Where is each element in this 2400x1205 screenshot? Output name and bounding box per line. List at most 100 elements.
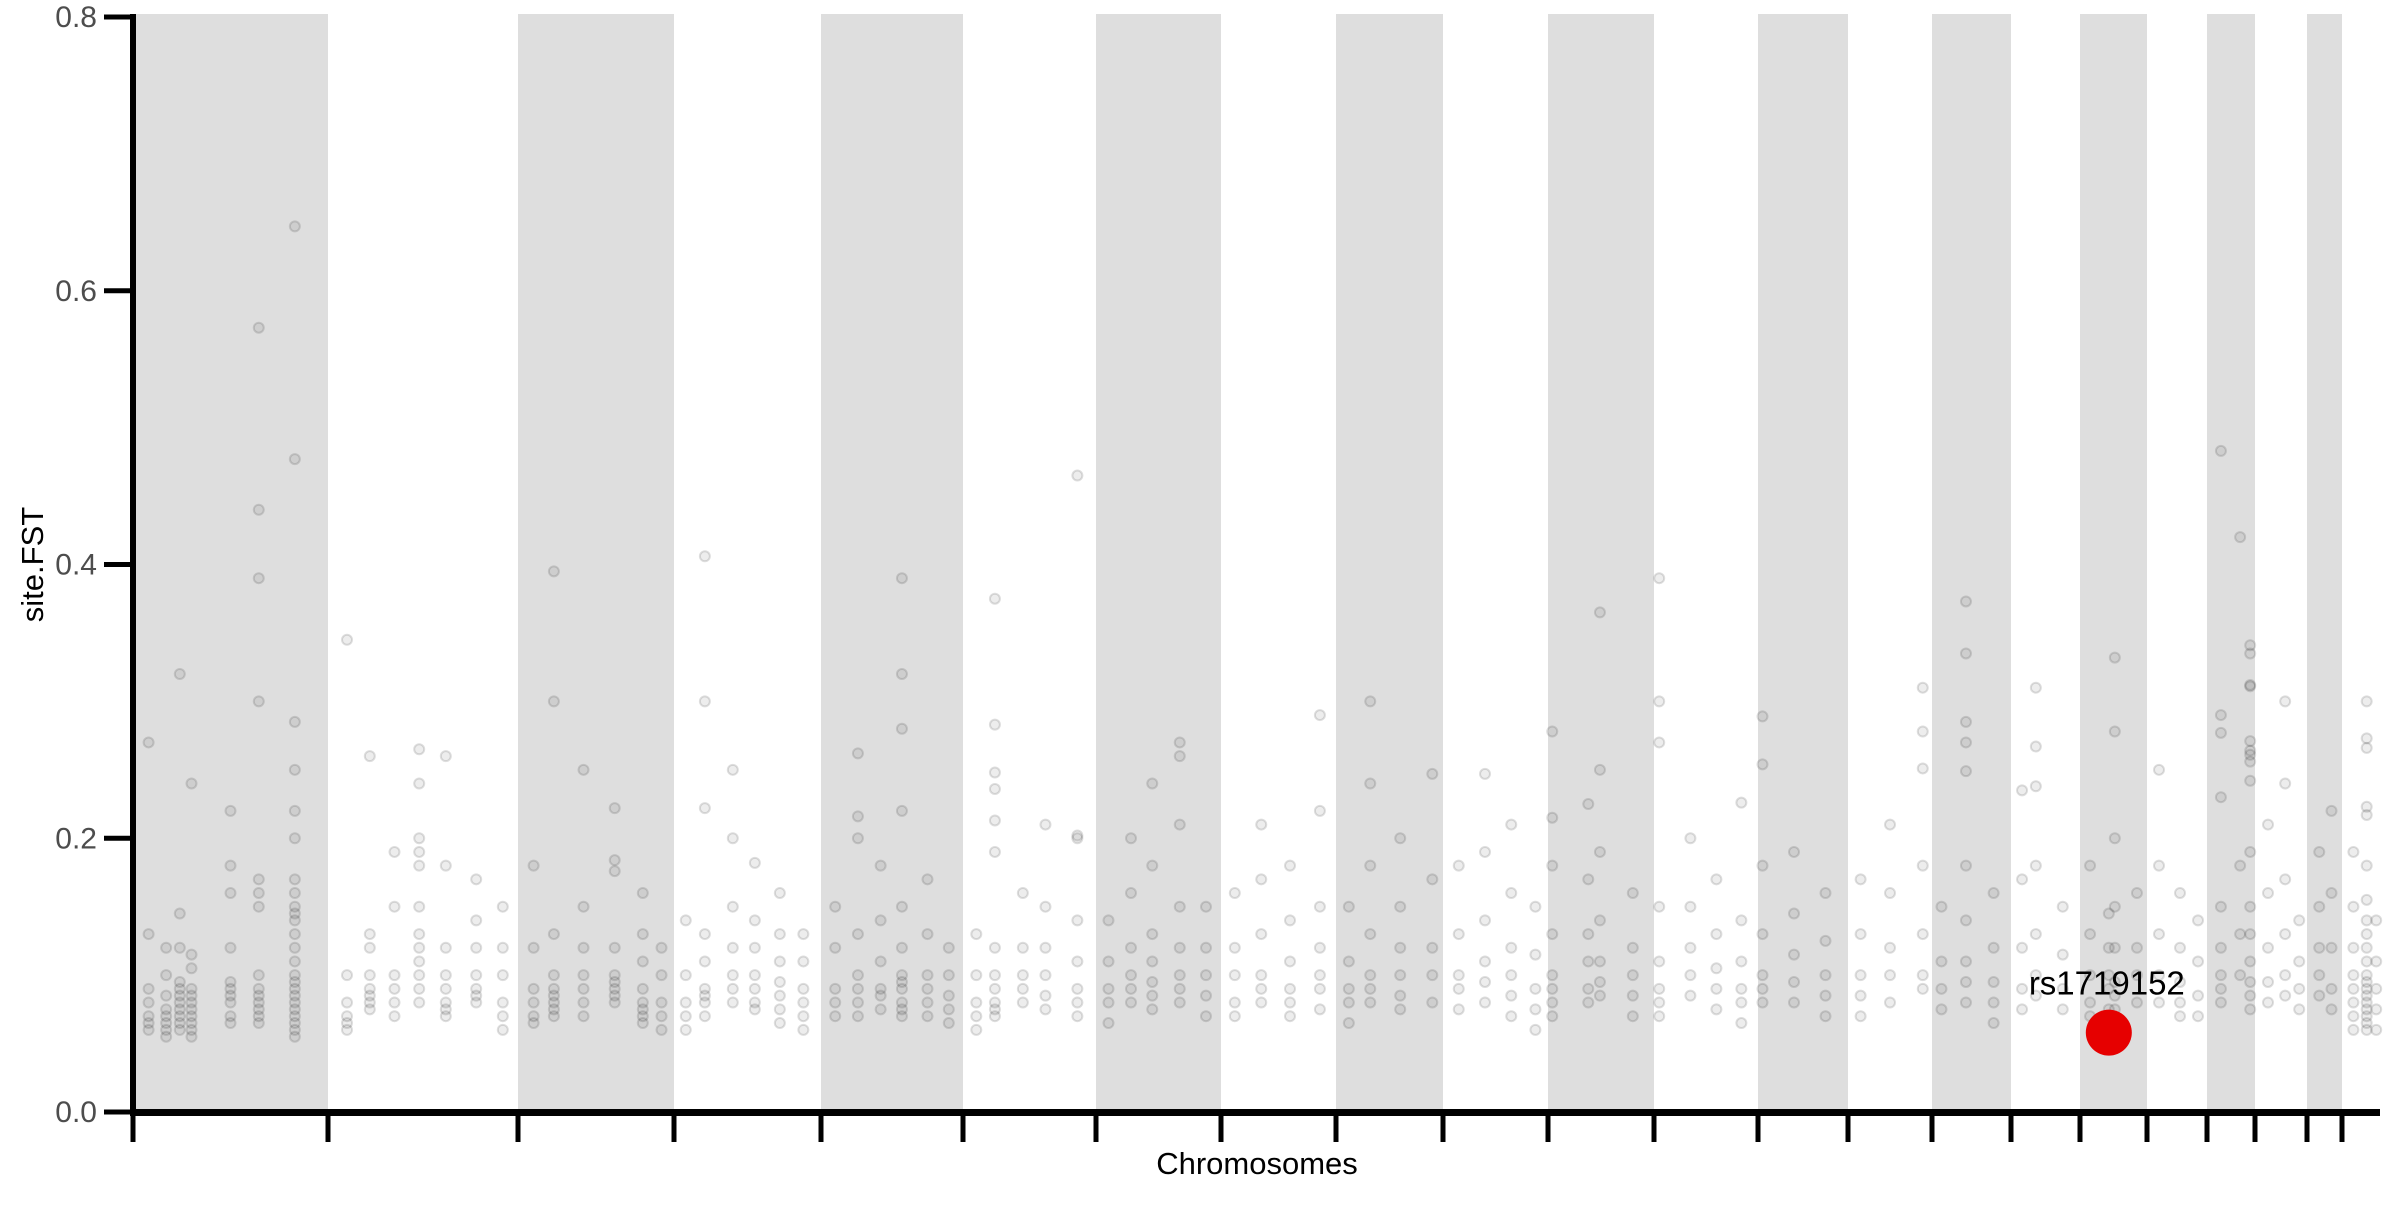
snp-point: [636, 1010, 649, 1023]
snp-point: [1479, 996, 1491, 1009]
snp-point: [2102, 969, 2115, 982]
snp-point: [874, 859, 887, 872]
snp-point: [1071, 469, 1084, 482]
snp-point: [829, 982, 842, 995]
snp-point: [1582, 873, 1595, 886]
snp-point: [1342, 996, 1355, 1009]
snp-point: [470, 989, 483, 1002]
snp-point: [363, 941, 376, 954]
snp-point: [388, 982, 401, 995]
snp-point: [1228, 1010, 1241, 1023]
snp-point: [1788, 845, 1800, 858]
snp-point: [547, 1010, 560, 1023]
snp-point: [2174, 1010, 2186, 1023]
snp-point: [921, 873, 934, 886]
snp-point: [1146, 777, 1159, 790]
x-tick-chr2: [325, 1116, 331, 1142]
snp-point: [1505, 989, 1518, 1002]
snp-point: [1788, 948, 1800, 961]
snp-point: [288, 996, 301, 1009]
snp-point: [1452, 982, 1465, 995]
snp-point: [341, 1023, 353, 1036]
snp-point: [173, 982, 186, 995]
x-tick-chr15: [1929, 1116, 1935, 1142]
snp-point: [895, 996, 908, 1009]
snp-point: [577, 1010, 590, 1023]
snp-point: [413, 928, 426, 941]
snp-point: [1593, 606, 1606, 619]
snp-point: [2214, 941, 2227, 954]
snp-point: [2244, 955, 2257, 968]
x-tick-chr9: [1333, 1116, 1339, 1142]
snp-point: [2084, 996, 2097, 1009]
snp-point: [921, 996, 934, 1009]
snp-annotation-label: rs1719152: [2029, 965, 2185, 1002]
snp-point: [895, 572, 908, 585]
snp-point: [851, 996, 864, 1009]
snp-point: [1505, 969, 1518, 982]
snp-point: [2313, 989, 2326, 1002]
snp-point: [2029, 740, 2042, 753]
snp-point: [2214, 969, 2227, 982]
snp-point: [2360, 893, 2373, 906]
snp-point: [2153, 996, 2165, 1009]
snp-point: [1071, 996, 1084, 1009]
snp-point: [2325, 982, 2338, 995]
snp-point: [1394, 1003, 1407, 1016]
snp-point: [413, 955, 426, 968]
chromosome-band-17: [2080, 14, 2147, 1109]
snp-point: [1959, 647, 1972, 660]
y-tick: [104, 1109, 130, 1115]
snp-point: [636, 996, 649, 1009]
snp-point: [1593, 914, 1606, 927]
snp-point: [2370, 955, 2383, 968]
x-tick-chr5: [818, 1116, 824, 1142]
snp-point: [160, 1030, 173, 1043]
snp-point: [288, 1017, 301, 1030]
snp-point: [2347, 1010, 2360, 1023]
y-axis-ticks: 0.0 0.2 0.4 0.6 0.8: [55, 1, 130, 1129]
snp-point: [608, 969, 621, 982]
x-tick-chr3: [515, 1116, 521, 1142]
snp-point: [1284, 1010, 1296, 1023]
snp-point: [1959, 975, 1972, 988]
snp-point: [160, 1010, 173, 1023]
snp-point: [1364, 928, 1377, 941]
snp-point: [1884, 887, 1896, 899]
snp-point: [895, 722, 908, 735]
snp-point: [2029, 969, 2042, 982]
snp-point: [2293, 955, 2306, 968]
snp-point: [341, 996, 353, 1009]
snp-point: [1173, 969, 1186, 982]
snp-point: [288, 220, 301, 233]
snp-point: [970, 969, 983, 982]
snp-point: [726, 832, 739, 845]
snp-point: [224, 859, 237, 872]
snp-point: [655, 941, 668, 954]
snp-point: [2153, 859, 2165, 872]
snp-point: [1582, 928, 1595, 941]
snp-point: [2360, 800, 2373, 813]
snp-point: [224, 887, 237, 899]
snp-point: [988, 1010, 1001, 1023]
snp-point: [1125, 982, 1137, 995]
snp-point: [1735, 796, 1748, 809]
snp-point: [252, 503, 265, 516]
x-tick-chr19: [2204, 1116, 2210, 1142]
snp-point: [2234, 928, 2247, 941]
snp-point: [413, 832, 426, 845]
chromosome-band-1: [133, 14, 328, 1109]
snp-point: [439, 941, 452, 954]
snp-point: [439, 750, 452, 763]
highlighted-snp-point[interactable]: [2085, 1009, 2132, 1056]
snp-point: [1039, 818, 1052, 831]
snp-point: [1987, 975, 2000, 988]
snp-point: [679, 996, 692, 1009]
snp-point: [1935, 982, 1948, 995]
snp-point: [142, 1023, 155, 1036]
snp-point: [773, 989, 786, 1002]
snp-point: [698, 989, 711, 1002]
snp-point: [1342, 955, 1355, 968]
snp-point: [185, 1023, 198, 1036]
snp-point: [547, 996, 560, 1009]
